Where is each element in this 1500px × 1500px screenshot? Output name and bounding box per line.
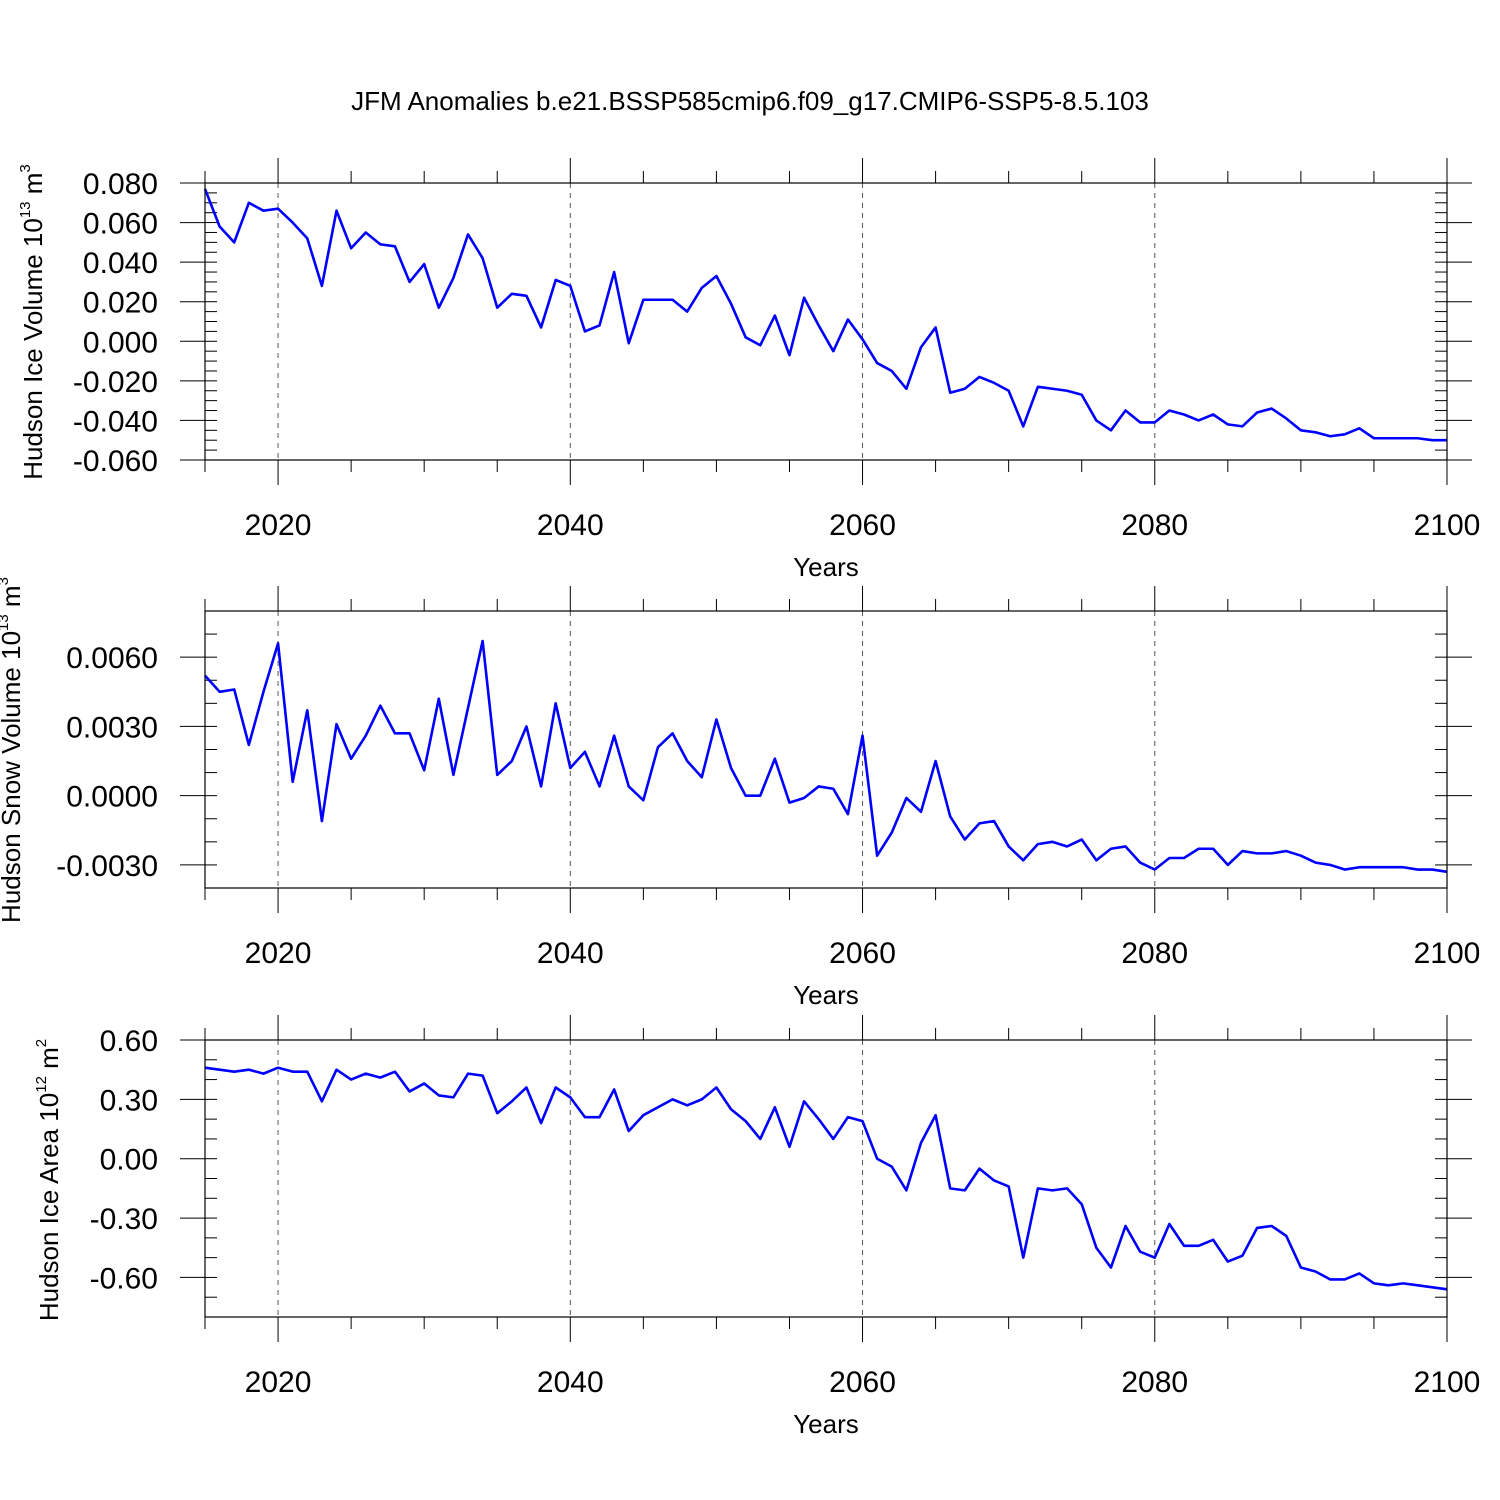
x-tick-label: 2040	[537, 1366, 604, 1399]
x-tick-label: 2020	[245, 937, 312, 970]
x-tick-label: 2020	[245, 1366, 312, 1399]
y-tick-label: 0.000	[83, 326, 158, 359]
y-axis-title-unit: m	[18, 173, 48, 202]
x-tick-label: 2100	[1414, 509, 1481, 542]
y-axis-title-unit-exponent: 3	[0, 577, 12, 585]
y-axis-title: Hudson Snow Volume 1013 m3	[0, 577, 26, 923]
ice-volume-panel: -0.060 -0.040 -0.020 0.000 0.020 0.040 0.060 0.…	[17, 158, 1480, 582]
y-tick-label: -0.30	[90, 1203, 158, 1236]
y-tick-label: 0.0000	[66, 781, 158, 814]
snow-volume-panel: -0.0030 0.0000 0.0030 0.0060 2020 2040 2060 208…	[0, 577, 1480, 1010]
x-tick-label: 2100	[1414, 1366, 1481, 1399]
x-axis-title: Years	[793, 1409, 859, 1439]
series-line	[204, 1066, 1448, 1291]
x-tick-label: 2080	[1121, 509, 1188, 542]
y-tick-label: 0.0060	[66, 642, 158, 675]
x-tick-label: 2060	[829, 937, 896, 970]
y-axis-title-exponent: 12	[33, 1076, 50, 1093]
y-axis-title-unit-exponent: 3	[17, 164, 34, 172]
x-tick-label: 2080	[1121, 1366, 1188, 1399]
x-tick-label: 2060	[829, 509, 896, 542]
y-tick-label: 0.080	[83, 168, 158, 201]
x-tick-label: 2040	[537, 937, 604, 970]
x-tick-label: 2040	[537, 509, 604, 542]
y-tick-label: 0.00	[100, 1144, 158, 1177]
y-axis-title: Hudson Ice Area 1012 m2	[33, 1039, 64, 1321]
x-tick-label: 2100	[1414, 937, 1481, 970]
y-axis-title-exponent: 13	[17, 201, 34, 218]
y-tick-label: 0.040	[83, 247, 158, 280]
y-tick-label: -0.020	[73, 366, 158, 399]
y-axis-title-main: Hudson Snow Volume 10	[0, 631, 26, 923]
y-axis-title-unit: m	[0, 585, 26, 614]
y-tick-label: 0.30	[100, 1084, 158, 1117]
y-axis-title-unit: m	[34, 1047, 64, 1076]
y-axis-title-unit-exponent: 2	[33, 1039, 50, 1047]
series-line	[204, 639, 1448, 874]
x-tick-label: 2080	[1121, 937, 1188, 970]
y-tick-label: 0.60	[100, 1025, 158, 1058]
y-tick-label: 0.0030	[66, 711, 158, 744]
y-tick-label: -0.040	[73, 405, 158, 438]
x-axis-title: Years	[793, 552, 859, 582]
y-axis-title-main: Hudson Ice Volume 10	[18, 218, 48, 480]
x-axis-title: Years	[793, 980, 859, 1010]
y-axis-title-main: Hudson Ice Area 10	[34, 1093, 64, 1321]
figure-title: JFM Anomalies b.e21.BSSP585cmip6.f09_g17…	[351, 86, 1149, 116]
x-tick-label: 2060	[829, 1366, 896, 1399]
y-axis-title-exponent: 13	[0, 614, 12, 631]
y-tick-label: 0.020	[83, 287, 158, 320]
plot-frame	[204, 610, 1448, 889]
y-tick-label: -0.60	[90, 1262, 158, 1295]
y-tick-label: -0.060	[73, 445, 158, 478]
x-tick-label: 2020	[245, 509, 312, 542]
y-axis-title: Hudson Ice Volume 1013 m3	[17, 164, 48, 480]
plot-frame	[204, 1039, 1448, 1318]
series-line	[203, 188, 1447, 442]
y-tick-label: 0.060	[83, 208, 158, 241]
plot-frame	[204, 182, 1448, 461]
y-tick-label: -0.0030	[56, 850, 158, 883]
